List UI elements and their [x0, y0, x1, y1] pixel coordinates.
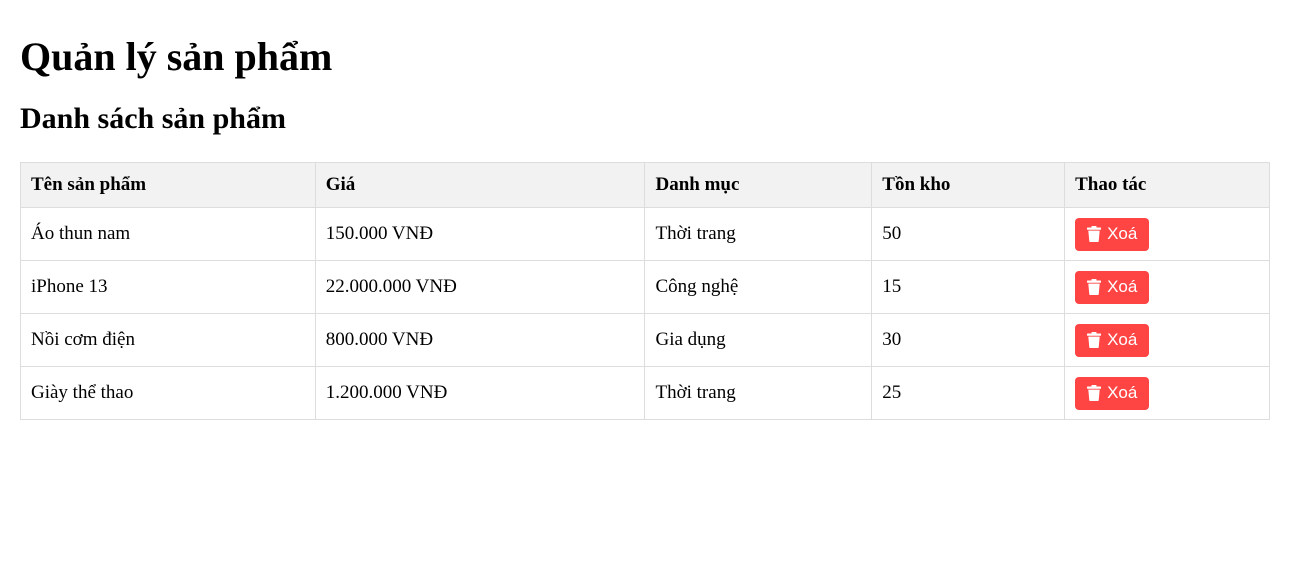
cell-name: Áo thun nam: [20, 207, 316, 261]
delete-button-label: Xoá: [1107, 330, 1138, 349]
column-header-actions: Thao tác: [1064, 162, 1270, 208]
cell-actions: Xoá: [1064, 260, 1270, 314]
table-row: Nồi cơm điện 800.000 VNĐ Gia dụng 30 Xoá: [20, 313, 1270, 367]
cell-name: Nồi cơm điện: [20, 313, 316, 367]
table-header-row: Tên sản phẩm Giá Danh mục Tồn kho Thao t…: [20, 162, 1270, 208]
cell-category: Công nghệ: [644, 260, 873, 314]
page-title: Quản lý sản phẩm: [20, 34, 333, 79]
trash-icon: [1087, 385, 1102, 401]
product-table-body: Áo thun nam 150.000 VNĐ Thời trang 50 Xo…: [20, 207, 1270, 420]
cell-name: iPhone 13: [20, 260, 316, 314]
table-row: iPhone 13 22.000.000 VNĐ Công nghệ 15 Xo…: [20, 260, 1270, 314]
cell-stock: 30: [871, 313, 1066, 367]
cell-category: Thời trang: [644, 207, 873, 261]
column-header-stock: Tồn kho: [871, 162, 1066, 208]
cell-category: Gia dụng: [644, 313, 873, 367]
delete-button[interactable]: Xoá: [1075, 323, 1150, 357]
column-header-price: Giá: [314, 162, 646, 208]
delete-button-label: Xoá: [1107, 277, 1138, 296]
cell-actions: Xoá: [1064, 313, 1270, 367]
cell-actions: Xoá: [1064, 207, 1270, 261]
product-table: Tên sản phẩm Giá Danh mục Tồn kho Thao t…: [20, 162, 1270, 420]
delete-button-label: Xoá: [1107, 383, 1138, 402]
column-header-name: Tên sản phẩm: [20, 162, 316, 208]
delete-button[interactable]: Xoá: [1075, 270, 1150, 304]
trash-icon: [1087, 279, 1102, 295]
page: Quản lý sản phẩm Danh sách sản phẩm Tên …: [20, 34, 1270, 420]
cell-price: 150.000 VNĐ: [314, 207, 646, 261]
cell-stock: 15: [871, 260, 1066, 314]
table-row: Áo thun nam 150.000 VNĐ Thời trang 50 Xo…: [20, 207, 1270, 261]
trash-icon: [1087, 332, 1102, 348]
delete-button[interactable]: Xoá: [1075, 217, 1150, 251]
delete-button[interactable]: Xoá: [1075, 376, 1150, 410]
cell-category: Thời trang: [644, 366, 873, 420]
column-header-category: Danh mục: [644, 162, 873, 208]
product-table-head: Tên sản phẩm Giá Danh mục Tồn kho Thao t…: [20, 162, 1270, 208]
cell-price: 800.000 VNĐ: [314, 313, 646, 367]
trash-icon: [1087, 226, 1102, 242]
delete-button-label: Xoá: [1107, 224, 1138, 243]
table-row: Giày thể thao 1.200.000 VNĐ Thời trang 2…: [20, 366, 1270, 420]
cell-price: 22.000.000 VNĐ: [314, 260, 646, 314]
cell-stock: 25: [871, 366, 1066, 420]
cell-price: 1.200.000 VNĐ: [314, 366, 646, 420]
cell-stock: 50: [871, 207, 1066, 261]
section-title: Danh sách sản phẩm: [20, 102, 286, 135]
cell-name: Giày thể thao: [20, 366, 316, 420]
cell-actions: Xoá: [1064, 366, 1270, 420]
